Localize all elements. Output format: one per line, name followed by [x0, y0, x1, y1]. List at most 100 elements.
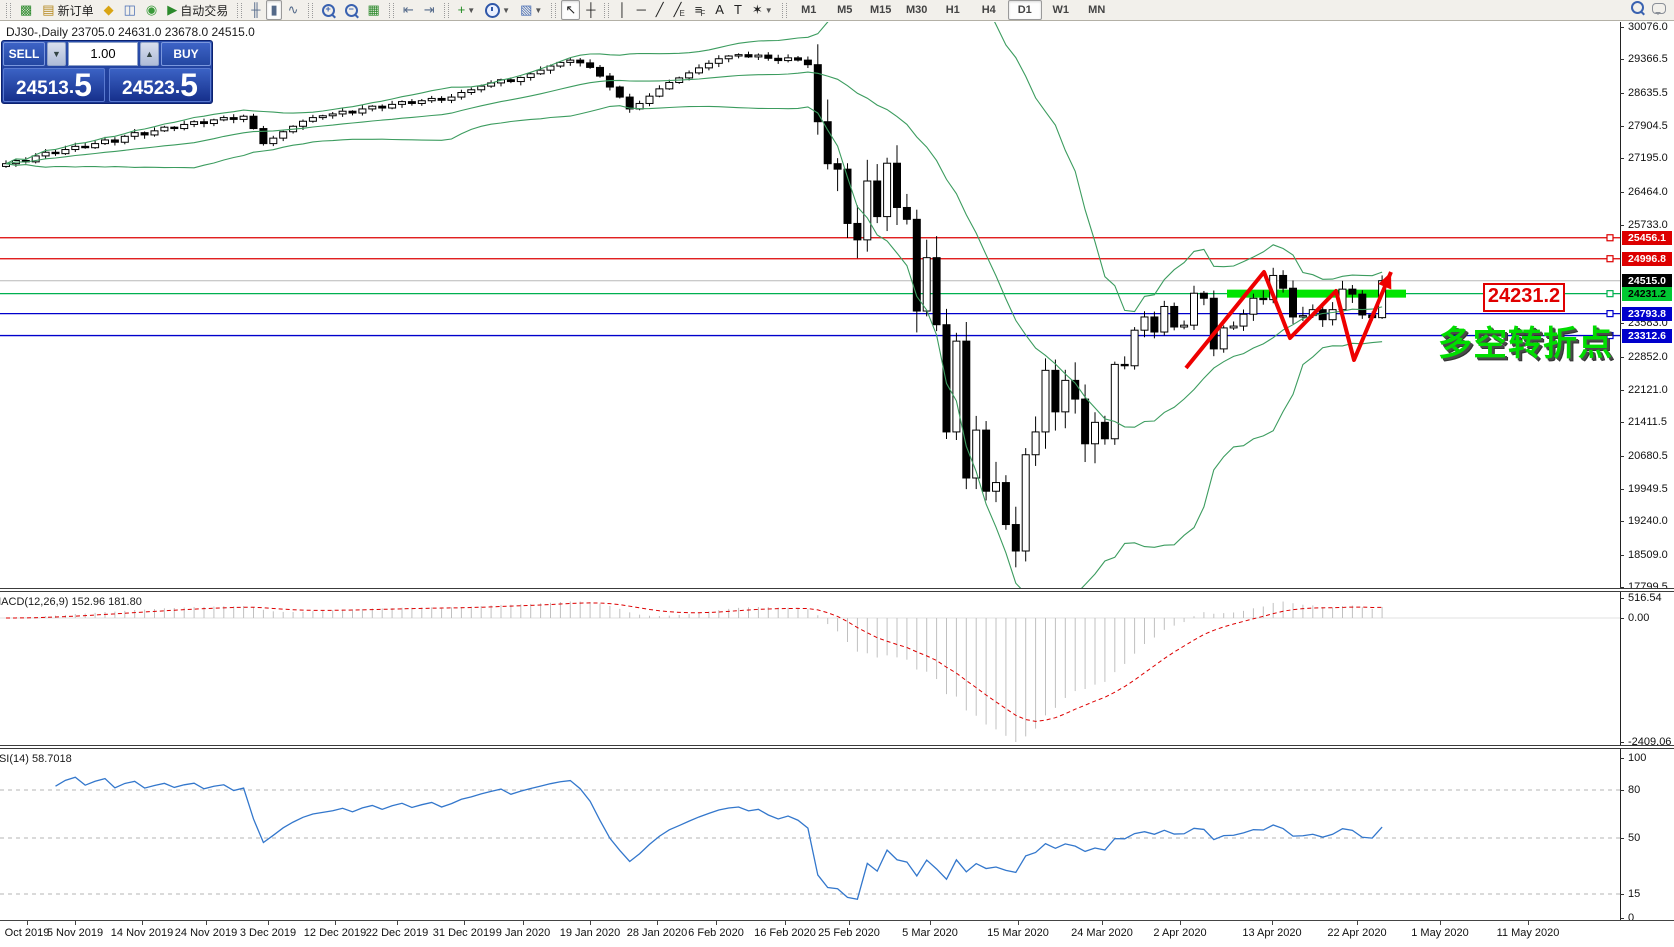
candle-body: [181, 124, 188, 128]
indicators-button[interactable]: +▼: [454, 0, 480, 20]
zoom-out-button[interactable]: −: [341, 0, 362, 20]
timeframe-m15-button[interactable]: M15: [864, 0, 898, 20]
timeframe-mn-button[interactable]: MN: [1080, 0, 1114, 20]
buy-price[interactable]: 24523.5: [109, 68, 211, 102]
bar-chart-button[interactable]: ╫: [247, 0, 264, 20]
tile-windows-button[interactable]: ▦: [364, 0, 384, 20]
price-callout-box[interactable]: 24231.2: [1483, 283, 1565, 312]
candle-body: [517, 77, 524, 81]
step-forward-button[interactable]: ⇥: [420, 0, 439, 20]
candle-body: [161, 127, 168, 131]
price-tick: [1620, 323, 1624, 324]
candle-body: [735, 55, 742, 56]
candle-body: [1131, 330, 1138, 366]
toolbar-group-grip: [237, 3, 242, 18]
price-tick: [1620, 521, 1624, 522]
search-button[interactable]: [1631, 1, 1644, 19]
timeframe-m30-button[interactable]: M30: [900, 0, 934, 20]
arrows-button[interactable]: ✶▼: [748, 0, 777, 20]
text-button[interactable]: A: [711, 0, 728, 20]
new-chart-button[interactable]: ▩: [16, 0, 36, 20]
price-tick: [1620, 357, 1624, 358]
pane-separator[interactable]: [0, 745, 1674, 749]
new-order-button[interactable]: ▤新订单: [38, 0, 97, 20]
crosshair-button[interactable]: ┼: [582, 0, 599, 20]
candle-body: [1181, 325, 1188, 327]
market-watch-button[interactable]: ◆: [100, 0, 118, 20]
price-tick-label: 20680.5: [1628, 450, 1668, 462]
horizontal-line-icon: ─: [637, 2, 646, 18]
templates-button[interactable]: ▧▼: [516, 0, 546, 20]
candle-body: [62, 150, 69, 154]
sell-button[interactable]: SELL: [3, 42, 45, 66]
candle-body: [686, 73, 693, 78]
step-back-button[interactable]: ⇤: [399, 0, 418, 20]
navigator-button[interactable]: ◉: [142, 0, 161, 20]
date-tick: [268, 921, 269, 925]
data-window-button[interactable]: ◫: [120, 0, 140, 20]
vertical-line-button[interactable]: │: [614, 0, 630, 20]
timeframe-m1-button[interactable]: M1: [792, 0, 826, 20]
candle-body: [151, 131, 158, 135]
horizontal-line-button[interactable]: ─: [633, 0, 650, 20]
volume-input[interactable]: 1.00: [68, 42, 138, 66]
candle-body: [1290, 288, 1297, 317]
rsi-indicator-pane[interactable]: [0, 749, 1620, 920]
candle-body: [1042, 370, 1049, 432]
candle-body: [775, 58, 782, 60]
rsi-tick: [1620, 758, 1624, 759]
date-label: 5 Mar 2020: [902, 927, 958, 939]
pane-separator[interactable]: [0, 588, 1674, 592]
cursor-button[interactable]: ↖: [561, 0, 580, 20]
chat-button[interactable]: [1652, 1, 1666, 19]
zoom-in-button[interactable]: +: [318, 0, 339, 20]
timeframe-h1-button[interactable]: H1: [936, 0, 970, 20]
trendline-button[interactable]: ╱: [652, 0, 668, 20]
candle-body: [587, 63, 594, 68]
date-label: 22 Dec 2019: [366, 927, 428, 939]
date-tick: [75, 921, 76, 925]
candle-body: [1200, 293, 1207, 298]
timeframe-w1-button[interactable]: W1: [1044, 0, 1078, 20]
candlestick-chart-button[interactable]: ▮: [266, 0, 281, 20]
candlestick-chart-icon: ▮: [270, 2, 277, 18]
price-tick: [1620, 390, 1624, 391]
sell-price[interactable]: 24513.5: [3, 68, 105, 102]
date-tick: [27, 921, 28, 925]
main-price-chart[interactable]: [0, 22, 1620, 588]
line-chart-button[interactable]: ∿: [284, 0, 303, 20]
date-label: 5 Nov 2019: [47, 927, 103, 939]
timeframe-h4-button[interactable]: H4: [972, 0, 1006, 20]
candle-body: [339, 111, 346, 114]
channel-button[interactable]: ╱E: [670, 0, 689, 20]
volume-increase-button[interactable]: ▲: [140, 42, 159, 66]
candle-body: [131, 133, 138, 137]
toolbar-group-grip: [389, 3, 394, 18]
toolbar-group-grip: [6, 3, 11, 18]
auto-trading-button[interactable]: ▶自动交易: [163, 0, 232, 20]
bollinger-band-m: [6, 72, 1382, 427]
macd-indicator-pane[interactable]: [0, 592, 1620, 745]
new-order-icon: ▤: [42, 2, 54, 18]
text-label-button[interactable]: T: [730, 0, 746, 20]
volume-decrease-button[interactable]: ▼: [47, 42, 66, 66]
buy-button[interactable]: BUY: [161, 42, 211, 66]
rsi-label: RSI(14) 58.7018: [0, 753, 72, 765]
rsi-tick-label: 15: [1628, 888, 1640, 900]
date-tick: [1272, 921, 1273, 925]
candle-body: [1101, 422, 1108, 438]
candle-body: [1082, 399, 1089, 444]
fibonacci-button[interactable]: ≡F: [691, 0, 709, 20]
periods-button[interactable]: ▼: [481, 0, 514, 20]
candle-body: [1121, 364, 1128, 365]
timeframe-d1-button[interactable]: D1: [1008, 0, 1042, 20]
date-label: 9 Jan 2020: [496, 927, 550, 939]
candle-body: [220, 118, 227, 120]
candle-body: [656, 89, 663, 96]
timeframe-m5-button[interactable]: M5: [828, 0, 862, 20]
dropdown-arrow-icon: ▼: [502, 6, 510, 15]
bull-bear-turning-point-note[interactable]: 多空转折点: [1438, 316, 1613, 365]
candle-body: [755, 55, 762, 57]
